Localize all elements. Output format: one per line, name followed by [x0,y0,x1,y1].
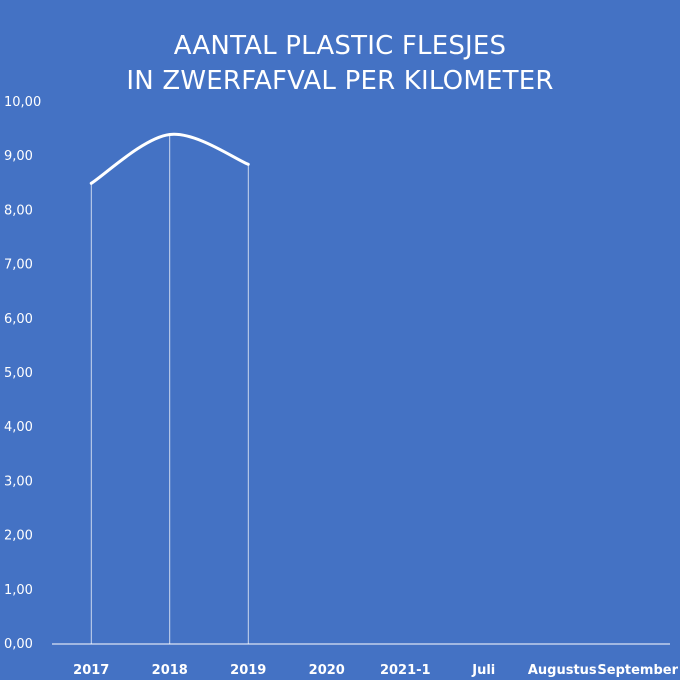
chart-title-line-1: AANTAL PLASTIC FLESJES [174,31,507,61]
y-tick-label: 10,00 [4,95,41,110]
y-axis-ticks: 0,00 1,00 2,00 3,00 4,00 5,00 6,00 7,00 8,00 9,00… [4,95,41,652]
y-tick-label: 7,00 [4,258,33,273]
x-axis-ticks: 2017 2018 2019 2020 2021-1 Juli Augustus Septem… [73,663,678,678]
y-tick-label: 9,00 [4,149,33,164]
chart-title-line-2: IN ZWERFAFVAL PER KILOMETER [126,66,553,96]
series-line [89,132,250,185]
y-tick-label: 1,00 [4,583,33,598]
y-tick-label: 2,00 [4,529,33,544]
y-tick-label: 0,00 [4,637,33,652]
x-tick-label: Augustus [528,663,597,678]
y-tick-label: 6,00 [4,312,33,327]
x-tick-label: 2020 [309,663,345,678]
y-tick-label: 5,00 [4,366,33,381]
x-tick-label: September [597,663,678,678]
y-tick-label: 8,00 [4,203,33,218]
x-tick-label: 2021-1 [380,663,431,678]
drop-lines [90,134,249,644]
x-tick-label: 2019 [230,663,266,678]
x-tick-label: 2017 [73,663,109,678]
y-tick-label: 3,00 [4,474,33,489]
x-tick-label: 2018 [152,663,188,678]
y-tick-label: 4,00 [4,420,33,435]
x-tick-label: Juli [471,663,495,678]
